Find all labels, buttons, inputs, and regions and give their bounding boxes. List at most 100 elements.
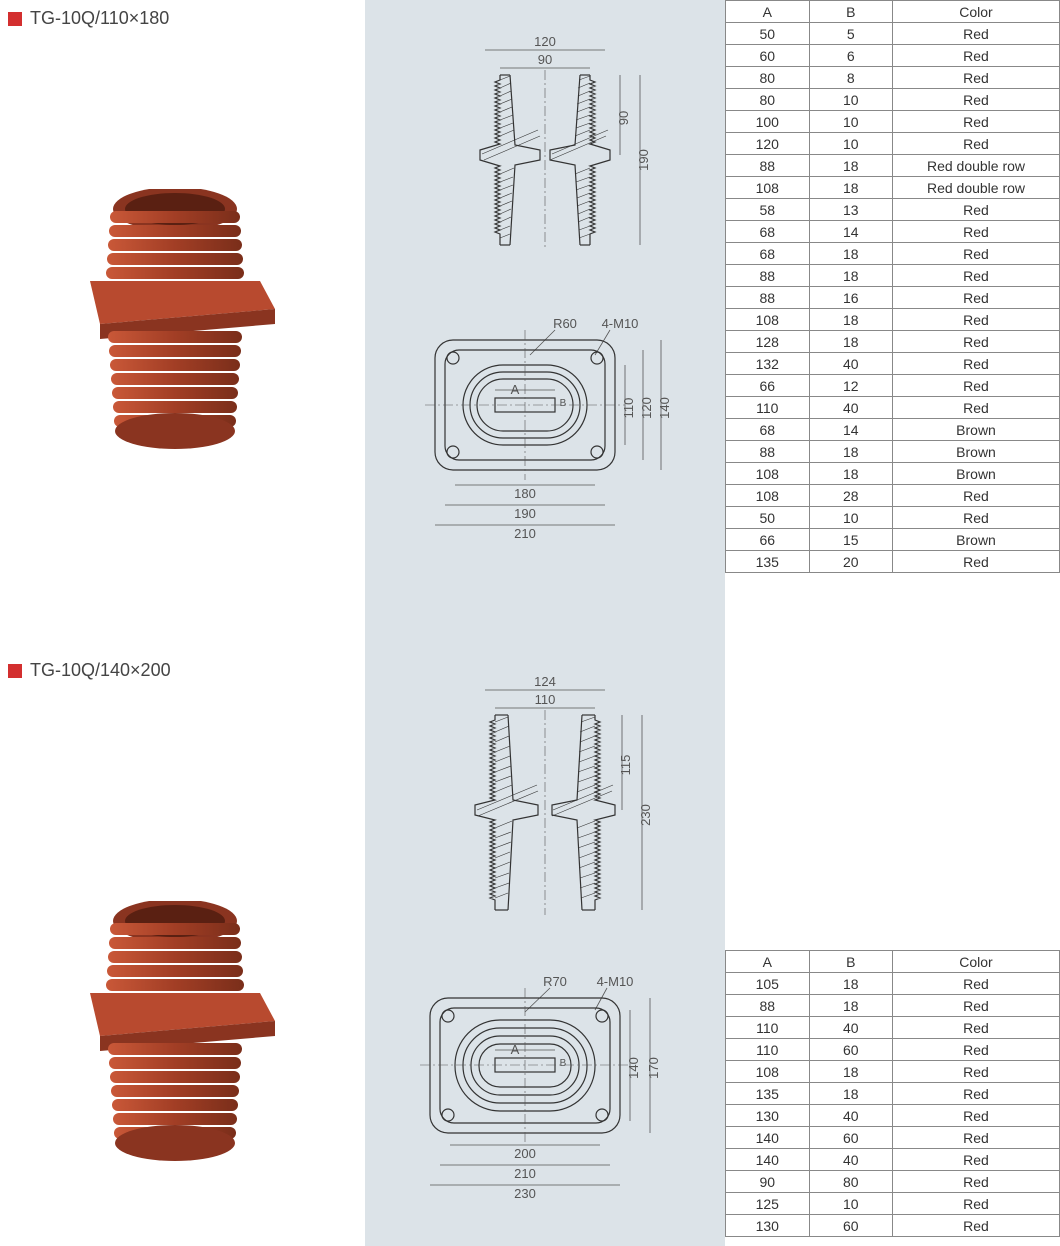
table-cell: 14: [809, 221, 893, 243]
table-cell: 80: [809, 1171, 893, 1193]
table-cell: Red: [893, 287, 1060, 309]
table-cell: 108: [726, 463, 810, 485]
table-header: B: [809, 1, 893, 23]
table-row: 808Red: [726, 67, 1060, 89]
table-cell: 132: [726, 353, 810, 375]
dim-side-inner: 110: [621, 398, 636, 419]
dim-bottom-outer: 210: [514, 526, 536, 541]
table-cell: Red: [893, 89, 1060, 111]
dim2-radius: R70: [543, 974, 567, 989]
table-cell: 100: [726, 111, 810, 133]
table-header: A: [726, 951, 810, 973]
table-cell: 105: [726, 973, 810, 995]
table-cell: Red double row: [893, 155, 1060, 177]
title-marker-icon: [8, 664, 22, 678]
table-cell: Red: [893, 1193, 1060, 1215]
table-row: 10818Brown: [726, 463, 1060, 485]
table-cell: 135: [726, 551, 810, 573]
table-cell: Red: [893, 397, 1060, 419]
table-row: 11060Red: [726, 1039, 1060, 1061]
table-cell: 18: [809, 265, 893, 287]
table-cell: 125: [726, 1193, 810, 1215]
table-cell: Brown: [893, 419, 1060, 441]
dim-b: B: [560, 398, 567, 409]
table-cell: 80: [726, 89, 810, 111]
table-cell: Red: [893, 1105, 1060, 1127]
table-row: 10828Red: [726, 485, 1060, 507]
table-cell: 108: [726, 485, 810, 507]
table-header: Color: [893, 1, 1060, 23]
table-cell: 8: [809, 67, 893, 89]
table-cell: Red: [893, 1215, 1060, 1237]
table-row: 5010Red: [726, 507, 1060, 529]
dim2-top-outer: 124: [534, 674, 556, 689]
table-row: 8816Red: [726, 287, 1060, 309]
table-cell: 68: [726, 221, 810, 243]
table-cell: 88: [726, 287, 810, 309]
table-cell: Red: [893, 1017, 1060, 1039]
table-row: 14060Red: [726, 1127, 1060, 1149]
table-row: 9080Red: [726, 1171, 1060, 1193]
table-cell: 10: [809, 507, 893, 529]
table-cell: 28: [809, 485, 893, 507]
dim-top-inner: 90: [538, 52, 552, 67]
table-cell: 110: [726, 397, 810, 419]
dim-bottom-mid: 190: [514, 506, 536, 521]
table-cell: 60: [809, 1215, 893, 1237]
dim-bottom-inner: 180: [514, 486, 536, 501]
table-cell: Red: [893, 67, 1060, 89]
table-row: 14040Red: [726, 1149, 1060, 1171]
table-cell: 60: [809, 1039, 893, 1061]
dim2-top-inner: 110: [535, 692, 556, 707]
dim-right-inner: 90: [616, 111, 631, 125]
table-row: 8010Red: [726, 89, 1060, 111]
table-cell: Red: [893, 485, 1060, 507]
table-cell: 58: [726, 199, 810, 221]
table-cell: Red: [893, 353, 1060, 375]
dim2-bottom-inner: 200: [514, 1146, 536, 1161]
table-cell: Red: [893, 1039, 1060, 1061]
table-row: 6612Red: [726, 375, 1060, 397]
table-cell: Red double row: [893, 177, 1060, 199]
table-cell: 66: [726, 375, 810, 397]
table-column-1: ABColor 505Red606Red808Red8010Red10010Re…: [725, 0, 1060, 640]
table-cell: 140: [726, 1149, 810, 1171]
table-row: 6814Red: [726, 221, 1060, 243]
table-cell: Red: [893, 309, 1060, 331]
table-row: 13518Red: [726, 1083, 1060, 1105]
table-cell: Red: [893, 995, 1060, 1017]
table-cell: Red: [893, 1061, 1060, 1083]
table-row: 8818Red: [726, 265, 1060, 287]
table-cell: Red: [893, 1127, 1060, 1149]
table-cell: 10: [809, 1193, 893, 1215]
table-row: 10010Red: [726, 111, 1060, 133]
table-cell: 13: [809, 199, 893, 221]
table-cell: Red: [893, 331, 1060, 353]
table-header: Color: [893, 951, 1060, 973]
table-row: 11040Red: [726, 1017, 1060, 1039]
table-cell: Red: [893, 375, 1060, 397]
dim-radius: R60: [553, 316, 577, 331]
cross-section-2: 124 110: [375, 670, 715, 950]
table-cell: 18: [809, 331, 893, 353]
table-cell: 18: [809, 243, 893, 265]
table-row: 10818Red double row: [726, 177, 1060, 199]
table-cell: 40: [809, 1017, 893, 1039]
table-row: 12818Red: [726, 331, 1060, 353]
table-cell: 108: [726, 1061, 810, 1083]
table-row: 13240Red: [726, 353, 1060, 375]
table-cell: 18: [809, 177, 893, 199]
table-cell: 16: [809, 287, 893, 309]
table-cell: Red: [893, 221, 1060, 243]
table-cell: 68: [726, 243, 810, 265]
table-cell: Red: [893, 1149, 1060, 1171]
table-row: 12010Red: [726, 133, 1060, 155]
table-cell: 68: [726, 419, 810, 441]
table-cell: 88: [726, 995, 810, 1017]
table-cell: 15: [809, 529, 893, 551]
table-row: 13520Red: [726, 551, 1060, 573]
table-cell: 108: [726, 309, 810, 331]
dim2-side-outer: 170: [646, 1057, 661, 1079]
table-cell: 50: [726, 23, 810, 45]
table-cell: 10: [809, 89, 893, 111]
